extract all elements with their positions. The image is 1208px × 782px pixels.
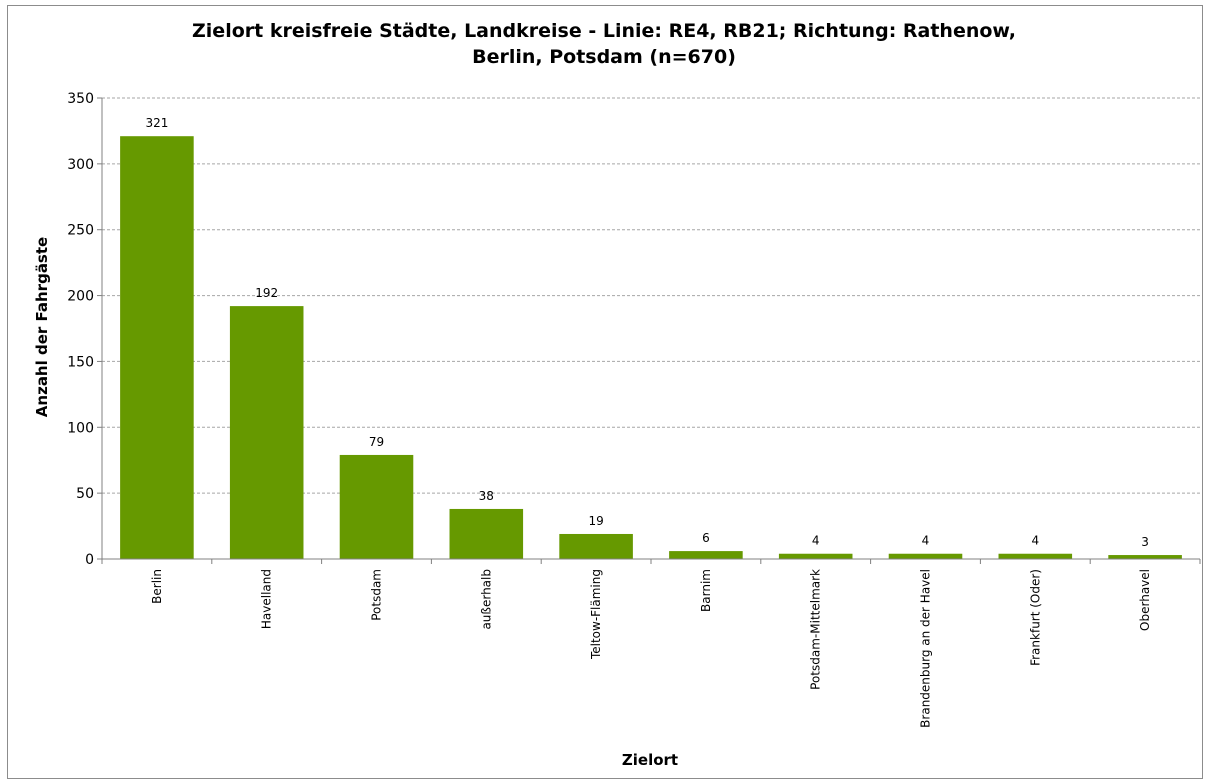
bars — [120, 136, 1182, 559]
y-tick-label: 200 — [67, 289, 94, 305]
bar — [998, 553, 1073, 559]
data-label: 192 — [255, 286, 278, 300]
data-label: 4 — [1031, 534, 1039, 548]
x-category-labels: Berlin Havelland Potsdam außerhalb Teltow-Fl… — [150, 569, 1152, 728]
chart-title-line-2: Berlin, Potsdam (n=670) — [472, 46, 736, 68]
x-category-label: Havelland — [260, 569, 274, 629]
y-tick-labels: 0 50 100 150 200 250 300 350 — [67, 91, 94, 568]
data-label: 6 — [702, 531, 710, 545]
data-label: 4 — [812, 534, 820, 548]
chart-title: Zielort kreisfreie Städte, Landkreise - … — [0, 18, 1208, 70]
y-tick-label: 300 — [67, 157, 94, 173]
chart-frame — [7, 5, 1203, 779]
x-category-label: Potsdam-Mittelmark — [809, 569, 823, 690]
bar — [229, 306, 304, 559]
y-tick-label: 250 — [67, 223, 94, 239]
y-tick-label: 350 — [67, 91, 94, 107]
axes — [97, 97, 1201, 564]
data-label: 4 — [922, 534, 930, 548]
y-tick-label: 0 — [85, 552, 94, 568]
x-category-label: außerhalb — [479, 569, 493, 630]
bar — [559, 533, 633, 559]
data-label: 3 — [1141, 535, 1149, 549]
y-tick-label: 150 — [67, 354, 94, 370]
bar — [1108, 555, 1182, 559]
x-category-label: Brandenburg an der Havel — [919, 569, 933, 728]
data-label: 38 — [479, 489, 494, 503]
x-category-label: Frankfurt (Oder) — [1028, 569, 1042, 666]
y-axis-title: Anzahl der Fahrgäste — [33, 237, 51, 417]
data-label: 321 — [145, 116, 168, 130]
y-tick-label: 100 — [67, 420, 94, 436]
bar — [888, 553, 963, 559]
data-label: 79 — [369, 435, 384, 449]
x-category-label: Potsdam — [370, 569, 384, 621]
data-label: 19 — [588, 514, 603, 528]
bar — [120, 136, 194, 559]
chart-title-line-1: Zielort kreisfreie Städte, Landkreise - … — [192, 20, 1016, 42]
x-category-label: Teltow-Fläming — [589, 569, 603, 660]
bar — [669, 551, 743, 559]
bar — [778, 553, 853, 559]
x-axis-title: Zielort — [622, 751, 678, 769]
bar — [449, 508, 524, 559]
x-category-label: Berlin — [150, 569, 164, 604]
bar — [339, 454, 414, 559]
x-category-label: Oberhavel — [1138, 569, 1152, 631]
data-labels: 321 192 79 38 19 6 4 4 4 3 — [145, 116, 1148, 549]
x-category-label: Barnim — [699, 569, 713, 612]
y-tick-label: 50 — [76, 486, 94, 502]
